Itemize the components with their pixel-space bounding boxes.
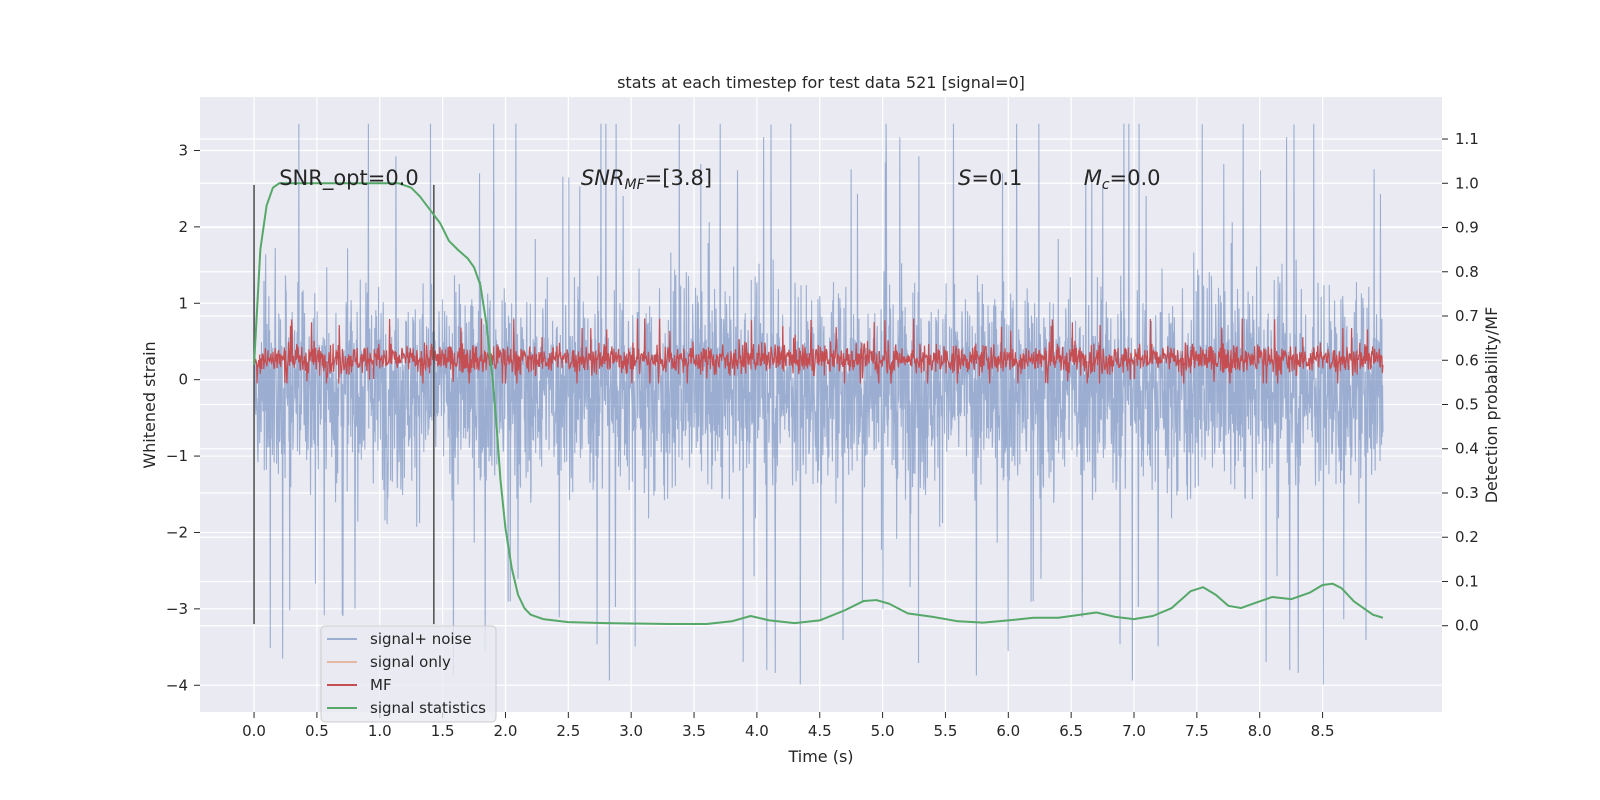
y-tick-label: 3 [178, 141, 188, 159]
axes: 0.0 0.5 1.0 1.5 2.0 2.5 3.0 3.5 4.0 4.5 5.0 5.5 6.0 6… [166, 130, 1479, 740]
y2-tick-label: 1.1 [1455, 130, 1479, 148]
annotation-2: S=0.1 [958, 166, 1022, 190]
x-tick-label: 8.0 [1248, 722, 1272, 740]
y2-tick-label: 0.3 [1455, 484, 1479, 502]
y2-tick-label: 0.8 [1455, 263, 1479, 281]
x-tick-label: 7.5 [1185, 722, 1209, 740]
x-tick-label: 6.5 [1059, 722, 1083, 740]
y-axis-label: Whitened strain [140, 341, 159, 468]
annotation-1: SNRMF=[3.8] [581, 166, 712, 193]
y-tick-label: −3 [166, 600, 188, 618]
legend-label-signal-statistics: signal statistics [370, 699, 486, 717]
x-tick-label: 1.5 [431, 722, 455, 740]
y-tick-label: −2 [166, 523, 188, 541]
y2-tick-label: 0.4 [1455, 440, 1479, 458]
y2-tick-label: 0.1 [1455, 572, 1479, 590]
x-tick-label: 7.0 [1122, 722, 1146, 740]
y2-tick-label: 0.6 [1455, 351, 1479, 369]
annotation-3: Mc=0.0 [1084, 166, 1161, 193]
y-tick-label: 1 [178, 294, 188, 312]
x-tick-label: 8.5 [1311, 722, 1335, 740]
y2-tick-label: 0.5 [1455, 396, 1479, 414]
x-tick-label: 0.0 [242, 722, 266, 740]
y2-tick-label: 1.0 [1455, 174, 1479, 192]
x-tick-label: 2.5 [556, 722, 580, 740]
x-tick-label: 5.0 [871, 722, 895, 740]
x-tick-label: 4.5 [808, 722, 832, 740]
legend-box [320, 625, 497, 723]
y2-tick-label: 0.0 [1455, 617, 1479, 635]
legend-label-signal-only: signal only [370, 653, 451, 671]
data-layer [253, 123, 1384, 685]
legend: signal+ noise signal only MF signal stat… [320, 625, 497, 723]
y-tick-label: 0 [178, 371, 188, 389]
x-tick-label: 4.0 [745, 722, 769, 740]
y2-tick-label: 0.2 [1455, 528, 1479, 546]
y2-tick-label: 0.9 [1455, 219, 1479, 237]
x-tick-label: 3.0 [619, 722, 643, 740]
series-signal-statistics-line [253, 182, 1384, 625]
y2-tick-label: 0.7 [1455, 307, 1479, 325]
x-tick-label: 2.0 [494, 722, 518, 740]
x-axis-label: Time (s) [787, 747, 853, 766]
annotation-0: SNR_opt=0.0 [279, 166, 419, 191]
x-tick-label: 5.5 [934, 722, 958, 740]
y-tick-label: −1 [166, 447, 188, 465]
legend-label-signal-noise: signal+ noise [370, 630, 472, 648]
x-tick-label: 1.0 [368, 722, 392, 740]
y-tick-label: 2 [178, 218, 188, 236]
x-tick-label: 3.5 [682, 722, 706, 740]
chart-title: stats at each timestep for test data 521… [617, 73, 1025, 92]
annotations: SNR_opt=0.0 SNRMF=[3.8] S=0.1 Mc=0.0 [279, 166, 1160, 193]
y-tick-label: −4 [166, 676, 188, 694]
y2-axis-label: Detection probability/MF [1482, 307, 1501, 504]
x-tick-label: 6.0 [996, 722, 1020, 740]
legend-label-mf: MF [370, 676, 392, 694]
series-mf-line [253, 318, 1384, 384]
x-tick-label: 0.5 [305, 722, 329, 740]
